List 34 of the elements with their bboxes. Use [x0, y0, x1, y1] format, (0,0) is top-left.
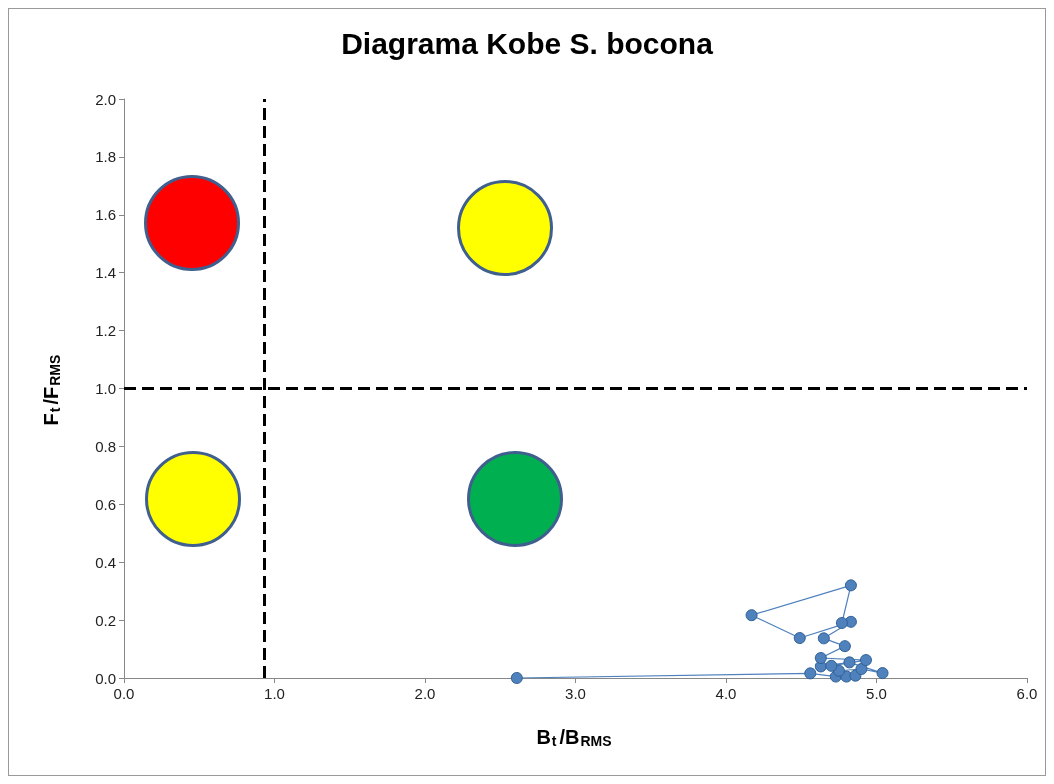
- x-tick-label: 2.0: [414, 685, 436, 702]
- y-tick-label: 0.4: [95, 553, 116, 571]
- point: [817, 632, 830, 645]
- point: [835, 617, 848, 629]
- point: [825, 659, 838, 672]
- x-tick-label: 0.0: [113, 685, 135, 702]
- chart-title: Diagrama Kobe S. bocona: [341, 26, 714, 60]
- point: [814, 652, 827, 665]
- y-tick-label: 0.2: [95, 611, 116, 629]
- point: [859, 654, 872, 667]
- point: [510, 672, 523, 684]
- y-axis-title: Ft/FRMS: [40, 354, 63, 426]
- y-tick-label: 0.8: [95, 437, 116, 455]
- x-tick-label: 6.0: [1016, 685, 1038, 702]
- point: [793, 632, 806, 645]
- y-tick-label: 1.2: [95, 322, 116, 340]
- y-tick-label: 1.6: [95, 206, 116, 224]
- point: [838, 640, 851, 653]
- y-tick-label: 1.0: [95, 380, 116, 397]
- y-tick-label: 0.6: [95, 495, 116, 513]
- point: [804, 667, 817, 680]
- point: [745, 609, 758, 622]
- y-tick-label: 1.4: [95, 264, 116, 282]
- x-tick-label: 1.0: [264, 685, 285, 702]
- y-tick-label: 2.0: [95, 90, 116, 108]
- x-tick-label: 3.0: [565, 685, 586, 702]
- point: [855, 663, 868, 676]
- point: [876, 667, 889, 680]
- x-tick-label: 4.0: [715, 685, 737, 702]
- x-tick-label: 5.0: [866, 685, 887, 702]
- point: [843, 656, 856, 669]
- point: [844, 579, 857, 592]
- y-tick-label: 1.8: [95, 148, 116, 166]
- y-tick-label: 0.0: [95, 669, 116, 687]
